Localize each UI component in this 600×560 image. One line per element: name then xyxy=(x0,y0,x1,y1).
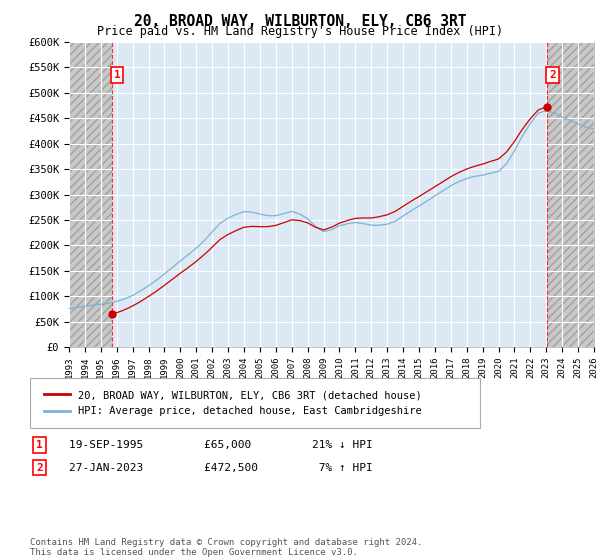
FancyBboxPatch shape xyxy=(30,378,480,428)
Text: 2: 2 xyxy=(36,463,43,473)
Text: 20, BROAD WAY, WILBURTON, ELY, CB6 3RT: 20, BROAD WAY, WILBURTON, ELY, CB6 3RT xyxy=(134,14,466,29)
Text: 2: 2 xyxy=(549,70,556,80)
Text: 1: 1 xyxy=(114,70,121,80)
Bar xyxy=(547,42,594,347)
Text: 19-SEP-1995         £65,000         21% ↓ HPI: 19-SEP-1995 £65,000 21% ↓ HPI xyxy=(69,440,373,450)
Text: 1: 1 xyxy=(36,440,43,450)
Bar xyxy=(69,42,112,347)
Legend: 20, BROAD WAY, WILBURTON, ELY, CB6 3RT (detached house), HPI: Average price, det: 20, BROAD WAY, WILBURTON, ELY, CB6 3RT (… xyxy=(40,386,426,421)
Text: Contains HM Land Registry data © Crown copyright and database right 2024.
This d: Contains HM Land Registry data © Crown c… xyxy=(30,538,422,557)
Text: Price paid vs. HM Land Registry's House Price Index (HPI): Price paid vs. HM Land Registry's House … xyxy=(97,25,503,38)
Text: 27-JAN-2023         £472,500         7% ↑ HPI: 27-JAN-2023 £472,500 7% ↑ HPI xyxy=(69,463,373,473)
